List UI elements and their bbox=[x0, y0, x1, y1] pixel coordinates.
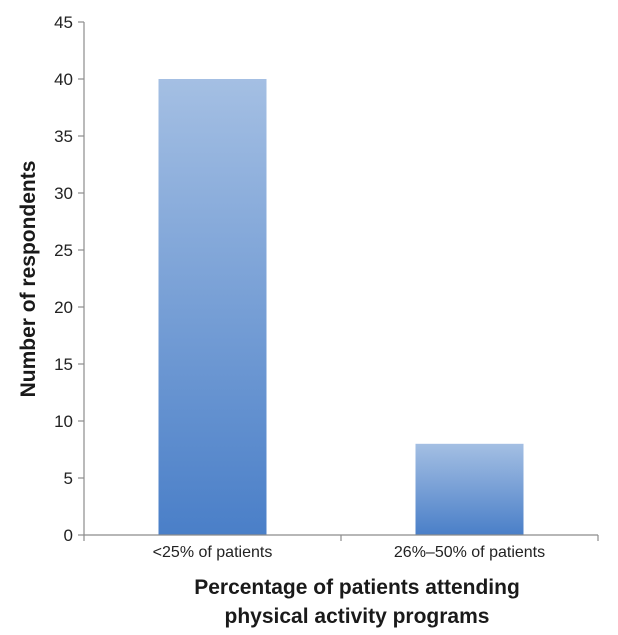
x-axis-title-line-1: Percentage of patients attending bbox=[194, 576, 520, 599]
x-axis-ticks bbox=[83, 535, 599, 541]
y-axis-ticks: 0 5 10 15 20 25 30 35 40 45 bbox=[54, 13, 84, 545]
y-tick-label: 0 bbox=[64, 526, 73, 545]
y-tick-label: 40 bbox=[54, 70, 73, 89]
bars bbox=[158, 79, 524, 535]
y-tick-label: 20 bbox=[54, 298, 73, 317]
x-axis-title-line-2: physical activity programs bbox=[225, 605, 490, 628]
y-tick-label: 25 bbox=[54, 241, 73, 260]
x-category-label: 26%–50% of patients bbox=[394, 544, 545, 561]
y-tick-label: 35 bbox=[54, 127, 73, 146]
y-tick-label: 10 bbox=[54, 412, 73, 431]
bar bbox=[158, 79, 267, 535]
y-tick-label: 15 bbox=[54, 355, 73, 374]
y-tick-label: 30 bbox=[54, 184, 73, 203]
y-axis-title: Number of respondents bbox=[17, 161, 40, 398]
x-category-label: <25% of patients bbox=[153, 544, 273, 561]
bar bbox=[415, 443, 524, 535]
y-tick-label: 45 bbox=[54, 13, 73, 32]
x-axis-category-labels: <25% of patients 26%–50% of patients bbox=[153, 544, 545, 561]
y-tick-label: 5 bbox=[64, 469, 73, 488]
